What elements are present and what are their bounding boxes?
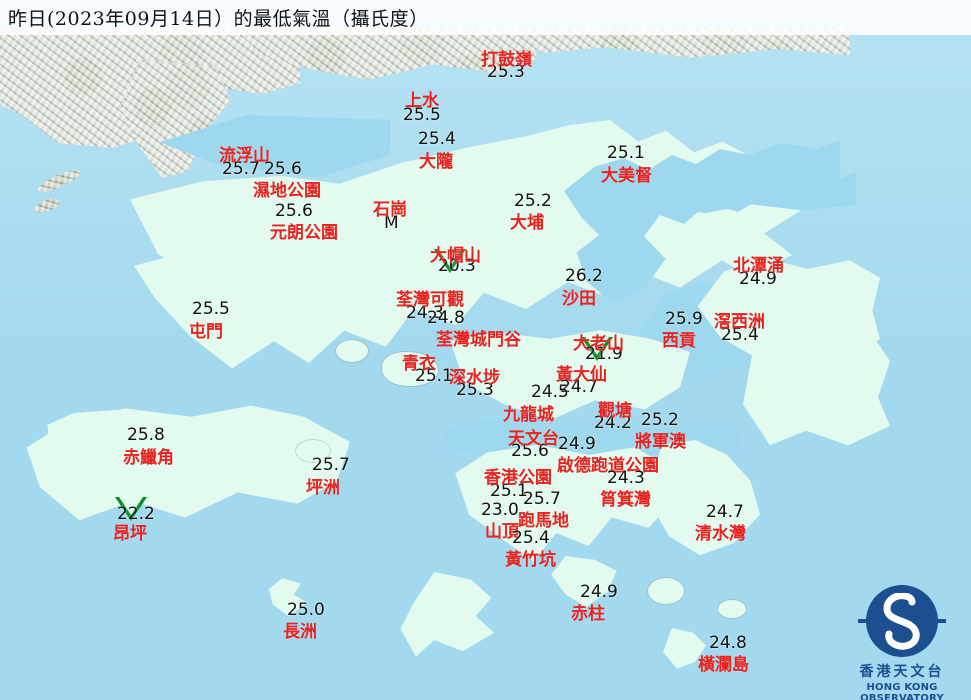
- station-value: 25.3: [456, 380, 494, 400]
- lowest-temperature-marker-icon: [115, 497, 147, 521]
- station-value: 24.9: [580, 582, 618, 602]
- station-value: 23.0: [481, 500, 519, 520]
- station-value: 25.7: [222, 159, 260, 179]
- station-name: 坪洲: [306, 478, 340, 498]
- station-value: 21.9: [585, 344, 623, 364]
- station-value: 22.2: [117, 504, 155, 524]
- station-name: 九龍城: [503, 405, 554, 425]
- station-value: 25.8: [127, 425, 165, 445]
- station-value: 25.1: [490, 481, 528, 501]
- station-value: 24.3: [406, 303, 444, 323]
- station-name: 昂坪: [113, 524, 147, 544]
- station-value: 24.7: [706, 502, 744, 522]
- station-name: 大埔: [510, 213, 544, 233]
- station-value: 25.2: [641, 410, 679, 430]
- tung-lung-chau-island: [648, 578, 684, 604]
- station-value: 25.4: [512, 528, 550, 548]
- station-name: 將軍澳: [635, 432, 686, 452]
- station-name: 沙田: [562, 289, 596, 309]
- station-name: 西貢: [662, 331, 696, 351]
- hko-logo: 香港天文台 HONG KONG OBSERVATORY: [840, 585, 964, 700]
- station-value: 25.1: [607, 143, 645, 163]
- station-name: 北潭涌: [733, 256, 784, 276]
- station-name: 長洲: [283, 622, 317, 642]
- station-value: 25.2: [514, 191, 552, 211]
- station-name: 石崗: [373, 200, 407, 220]
- waglan-island: [718, 600, 746, 618]
- ma-wan-island: [336, 340, 368, 362]
- logo-s-curve-icon: [880, 593, 924, 651]
- lowest-temperature-marker-icon: [581, 337, 613, 361]
- station-value: 25.9: [665, 309, 703, 329]
- station-value: M: [384, 213, 399, 233]
- station-value: 25.6: [511, 441, 549, 461]
- station-name: 荃灣城門谷: [436, 330, 521, 350]
- station-value: 25.4: [418, 129, 456, 149]
- station-value: 24.9: [739, 269, 777, 289]
- station-name: 山頂: [485, 522, 519, 542]
- station-value: 25.7: [523, 489, 561, 509]
- station-value: 25.6: [264, 159, 302, 179]
- hko-name-chinese: 香港天文台: [859, 664, 945, 680]
- station-value: 24.2: [594, 413, 632, 433]
- page-title: 昨日(2023年09月14日）的最低氣溫（攝氏度）: [8, 8, 429, 30]
- station-name: 赤鱲角: [123, 448, 174, 468]
- title-bar: 昨日(2023年09月14日）的最低氣溫（攝氏度）: [0, 0, 971, 35]
- station-name: 青衣: [402, 354, 436, 374]
- station-value: 24.5: [531, 382, 569, 402]
- station-name: 滘西洲: [714, 312, 765, 332]
- station-value: 25.7: [312, 455, 350, 475]
- lowest-temperature-marker-icon: [434, 249, 466, 273]
- station-name: 深水埗: [449, 368, 500, 388]
- station-value: 24.8: [427, 308, 465, 328]
- station-name: 香港公園: [484, 468, 552, 488]
- station-name: 赤柱: [571, 604, 605, 624]
- station-name: 大老山: [573, 334, 624, 354]
- station-value: 24.8: [709, 633, 747, 653]
- sai-kung-east-country-park: [743, 330, 890, 446]
- station-name: 黃大仙: [556, 365, 607, 385]
- station-name: 大美督: [601, 166, 652, 186]
- station-value: 24.9: [558, 434, 596, 454]
- station-name: 黃竹坑: [505, 550, 556, 570]
- hko-name-english: HONG KONG OBSERVATORY: [860, 682, 944, 700]
- station-name: 打鼓嶺: [481, 50, 532, 70]
- station-name: 上水: [405, 91, 439, 111]
- station-name: 元朗公園: [270, 223, 338, 243]
- station-name: 跑馬地: [518, 511, 569, 531]
- station-name: 流浮山: [219, 146, 270, 166]
- station-name: 清水灣: [695, 524, 746, 544]
- station-value: 26.2: [565, 266, 603, 286]
- station-name: 觀塘: [598, 401, 632, 421]
- station-value: 24.3: [607, 468, 645, 488]
- station-name: 濕地公園: [253, 181, 321, 201]
- station-name: 天文台: [508, 429, 559, 449]
- station-value: 25.3: [487, 62, 525, 82]
- station-name: 橫瀾島: [698, 655, 749, 675]
- station-value: 25.5: [403, 105, 441, 125]
- station-value: 25.5: [192, 299, 230, 319]
- station-value: 25.1: [415, 366, 453, 386]
- station-name: 大隴: [419, 152, 453, 172]
- station-name: 大帽山: [430, 246, 481, 266]
- station-value: 24.7: [560, 377, 598, 397]
- station-name: 筲箕灣: [600, 490, 651, 510]
- peng-chau-island: [296, 440, 330, 462]
- station-name: 啟德跑道公園: [557, 456, 659, 476]
- hko-emblem-icon: [858, 585, 946, 659]
- tsing-yi-island: [382, 352, 438, 386]
- station-value: 20.3: [438, 256, 476, 276]
- station-value: 25.6: [275, 201, 313, 221]
- station-value: 25.0: [287, 600, 325, 620]
- station-name: 屯門: [189, 322, 223, 342]
- station-name: 荃灣可觀: [396, 290, 464, 310]
- station-value: 25.4: [721, 325, 759, 345]
